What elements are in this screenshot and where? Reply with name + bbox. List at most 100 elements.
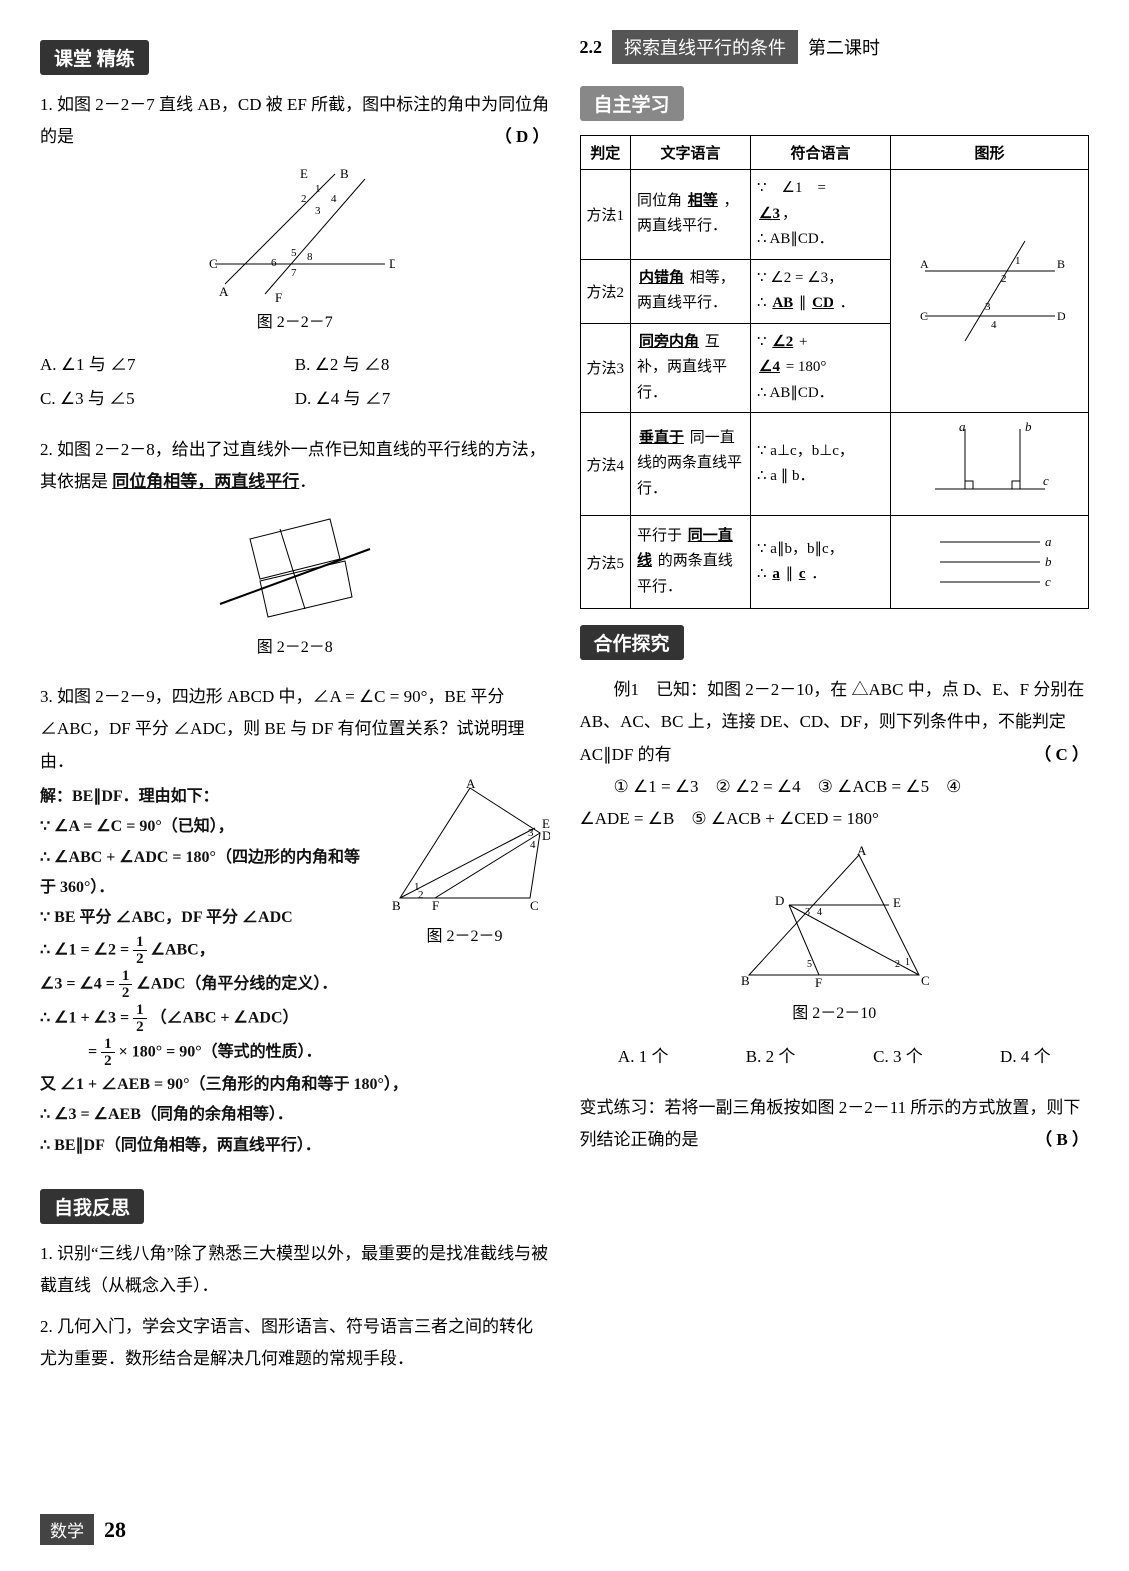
ex1-choice-B: B. 2 个: [707, 1040, 834, 1074]
ex1-answer-slot: （ C ）: [1000, 739, 1089, 771]
svg-text:A: A: [920, 257, 929, 271]
cell-word: 平行于 同一直线 的两条直线平行．: [631, 516, 751, 609]
svg-text:E: E: [300, 166, 308, 181]
cell-method: 方法4: [580, 413, 631, 516]
svg-text:F: F: [275, 290, 282, 304]
fig-2-2-10-svg: A D E B F C 3 4 5 2 1: [729, 845, 939, 995]
frac-half-4: 12: [101, 1036, 115, 1070]
cell-word: 垂直于 同一直线的两条直线平行．: [631, 413, 751, 516]
page-number: 28: [104, 1517, 126, 1543]
ex1-choice-A: A. 1 个: [580, 1040, 707, 1074]
cell-word: 同旁内角 互补，两直线平行．: [631, 323, 751, 413]
s-mid: +: [799, 334, 807, 350]
ex1-choice-D: D. 4 个: [962, 1040, 1089, 1074]
w-blank: 内错角: [637, 270, 686, 286]
w-a: 平行于: [637, 528, 682, 544]
s-c: ∴ AB∥CD．: [757, 227, 884, 253]
right-column: 2.2 探索直线平行的条件 第二课时 自主学习 判定 文字语言 符合语言 图形 …: [580, 30, 1090, 1393]
svg-text:a: a: [959, 419, 966, 434]
svg-text:A: A: [857, 845, 867, 858]
proof-l10: ∴ BE∥DF（同位角相等，两直线平行）．: [40, 1131, 550, 1161]
paren-close: ）: [1072, 1130, 1089, 1149]
diagram-perp-icon: a b c: [925, 419, 1055, 509]
s-a: ∵ ∠2 = ∠3，: [757, 266, 884, 292]
svg-text:1: 1: [1015, 255, 1021, 267]
svg-text:C: C: [921, 973, 930, 988]
proof-l4a: ∴ ∠1 = ∠2 =: [40, 941, 133, 958]
fig-2-2-8-caption: 图 2－2－8: [40, 633, 550, 663]
proof-l8: 又 ∠1 + ∠AEB = 90°（三角形的内角和等于 180°），: [40, 1070, 550, 1100]
ex1-answer: C: [1055, 745, 1067, 764]
svg-text:F: F: [815, 975, 822, 990]
svg-text:B: B: [392, 898, 401, 913]
paren-close: ）: [533, 127, 550, 146]
example-1: 例1 已知：如图 2－2－10，在 △ABC 中，点 D、E、F 分别在 AB、…: [580, 674, 1090, 1074]
frac-half-2: 12: [119, 968, 133, 1002]
left-column: 课堂 精练 1. 如图 2－2－7 直线 AB，CD 被 EF 所截，图中标注的…: [40, 30, 550, 1393]
ex1-opts2: ∠ADE = ∠B ⑤ ∠ACB + ∠CED = 180°: [580, 803, 1090, 835]
cell-symbol: ∵ ∠2 = ∠3， ∴ AB ∥ CD ．: [751, 259, 891, 323]
cell-symbol: ∵ ∠2 + ∠4 = 180° ∴ AB∥CD．: [751, 323, 891, 413]
svg-text:A: A: [219, 284, 229, 299]
paren-open: （: [495, 127, 512, 146]
svg-text:4: 4: [331, 193, 337, 205]
s-b: ∴ a ∥ b．: [757, 464, 884, 490]
s-b: ，: [782, 206, 797, 222]
s-b: = 180°: [786, 359, 827, 375]
fig-2-2-9-svg: A E D C B F 1 2 3 4: [380, 778, 550, 918]
svg-text:3: 3: [805, 907, 810, 918]
figure-2-2-9: A E D C B F 1 2 3 4 图 2－2－9: [380, 778, 550, 952]
svg-text:A: A: [466, 778, 476, 791]
cell-word: 内错角 相等，两直线平行．: [631, 259, 751, 323]
cell-symbol: ∵ ∠1 = ∠3， ∴ AB∥CD．: [751, 170, 891, 260]
figure-2-2-7: B E C D A F 1 2 4 3 5 6 8 7 图 2－2－7: [40, 164, 550, 338]
section-subtitle: 第二课时: [808, 34, 880, 60]
s-u1: ∠2: [770, 334, 795, 350]
table-row: 方法4 垂直于 同一直线的两条直线平行． ∵ a⊥c，b⊥c， ∴ a ∥ b．: [580, 413, 1089, 516]
th-word: 文字语言: [631, 136, 751, 170]
svg-text:D: D: [1057, 309, 1065, 323]
q1-stem: 1. 如图 2－2－7 直线 AB，CD 被 EF 所截，图中标注的角中为同位角…: [40, 89, 550, 154]
th-symbol: 符合语言: [751, 136, 891, 170]
proof-l7a: =: [88, 1043, 101, 1060]
svg-text:6: 6: [271, 257, 277, 269]
cell-method: 方法1: [580, 170, 631, 260]
s-b1: ∴: [757, 566, 767, 582]
svg-text:C: C: [920, 309, 928, 323]
cell-diagram-4: a b c: [891, 413, 1089, 516]
th-method: 判定: [580, 136, 631, 170]
svg-text:C: C: [530, 898, 539, 913]
svg-text:D: D: [389, 256, 395, 271]
svg-text:1: 1: [315, 183, 321, 195]
svg-text:C: C: [209, 256, 218, 271]
q1-answer: D: [516, 127, 528, 146]
cell-diagram-123: AB CD 1 2 3 4: [891, 170, 1089, 413]
q1-choice-D: D. ∠4 与 ∠7: [295, 382, 550, 416]
svg-text:8: 8: [307, 251, 313, 263]
banner-self-reflection: 自我反思: [40, 1189, 144, 1224]
fig-2-2-8-svg: [210, 509, 380, 629]
diagram-lines-icon: AB CD 1 2 3 4: [915, 236, 1065, 346]
fig-2-2-9-caption: 图 2－2－9: [380, 922, 550, 952]
paren-open: （: [1035, 1130, 1052, 1149]
svg-text:4: 4: [991, 319, 997, 331]
svg-text:B: B: [340, 166, 349, 181]
q2-blank-answer: 同位角相等，两直线平行: [112, 472, 299, 491]
w-a: 同位角: [637, 193, 682, 209]
svg-text:b: b: [1025, 419, 1032, 434]
cell-diagram-5: a b c: [891, 516, 1089, 609]
svg-text:B: B: [741, 973, 750, 988]
proof-l7b: × 180° = 90°（等式的性质）．: [119, 1043, 322, 1060]
diagram-three-lines-icon: a b c: [925, 522, 1055, 602]
s-u2: c: [797, 566, 808, 582]
ex1-stem-wrap: 例1 已知：如图 2－2－10，在 △ABC 中，点 D、E、F 分别在 AB、…: [580, 674, 1090, 771]
frac-half-1: 12: [133, 934, 147, 968]
s-a: ∵ ∠1 =: [757, 180, 826, 196]
svg-text:5: 5: [291, 247, 297, 259]
w-blank: 同旁内角: [637, 334, 701, 350]
q3-stem: 3. 如图 2－2－9，四边形 ABCD 中，∠A = ∠C = 90°，BE …: [40, 681, 550, 778]
s-b1: ∴: [757, 295, 767, 311]
paren-close: ）: [1072, 745, 1089, 764]
proof-l9: ∴ ∠3 = ∠AEB（同角的余角相等）．: [40, 1100, 550, 1130]
svg-text:E: E: [893, 895, 901, 910]
